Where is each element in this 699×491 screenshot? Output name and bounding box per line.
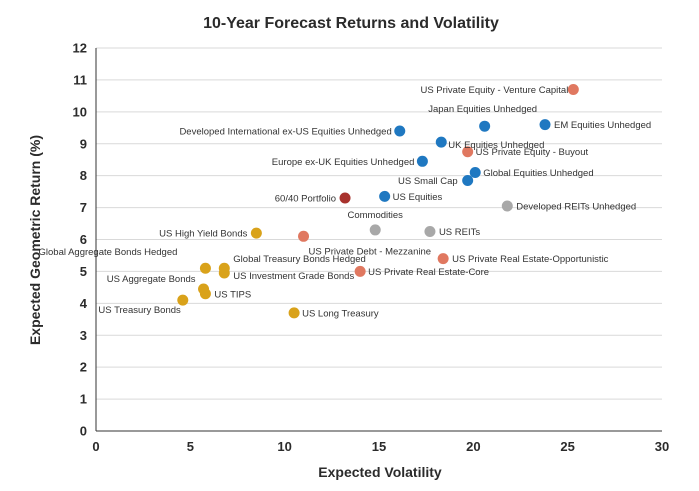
data-point [379,190,391,202]
y-tick-label: 6 [80,232,87,247]
label-layer: US Private Equity - Venture Capital Japan… [39,85,652,319]
point-label: Global Aggregate Bonds Hedged [39,247,178,258]
x-tick-label: 20 [466,439,480,454]
point-label: EM Equities Unhedged [554,120,651,131]
point-layer [177,83,579,319]
x-tick-label: 30 [655,439,669,454]
data-point [177,294,189,306]
data-point [298,230,310,242]
data-point [424,226,436,238]
point-label: US Investment Grade Bonds [233,271,354,282]
data-point [339,192,351,204]
x-tick-label: 10 [277,439,291,454]
point-label: Developed International ex-US Equities U… [179,126,391,137]
point-label: Global Equities Unhedged [483,168,593,179]
point-label: US Equities [393,192,443,203]
data-point [394,125,406,137]
point-label: US Long Treasury [302,308,379,319]
point-label: US Private Debt - Mezzanine [309,246,432,257]
point-label: US Private Equity - Buyout [476,147,589,158]
data-point [479,120,491,132]
point-label: US Private Real Estate-Core [368,267,489,278]
point-label: UK Equities Unhedged [448,140,544,151]
point-label: US TIPS [214,289,251,300]
x-axis-title: Expected Volatility [318,464,442,480]
data-point [539,119,551,131]
y-tick-label: 2 [80,360,87,375]
x-tick-label: 5 [187,439,194,454]
y-tick-label: 7 [80,200,87,215]
data-point [437,253,449,265]
data-point [354,265,366,277]
y-axis-title: Expected Geometric Return (%) [27,135,43,345]
x-tick-label: 15 [372,439,386,454]
y-tick-label: 9 [80,136,87,151]
point-label: US High Yield Bonds [159,229,247,240]
y-tick-label: 8 [80,168,87,183]
data-point [288,307,300,319]
point-label: US Private Real Estate-Opportunistic [452,254,609,265]
data-point [250,227,262,239]
x-tick-label: 25 [560,439,574,454]
y-tick-label: 12 [73,41,87,56]
y-tick-label: 1 [80,392,87,407]
y-tick-label: 5 [80,264,87,279]
data-point [567,83,579,95]
point-label: US REITs [439,227,480,238]
point-label: Developed REITs Unhedged [516,201,636,212]
point-label: 60/40 Portfolio [275,194,336,205]
data-point [501,200,513,212]
grid-layer [96,47,662,400]
data-point [462,174,474,186]
data-point [469,166,481,178]
point-label: Japan Equities Unhedged [428,104,537,115]
point-label: US Small Cap [398,176,458,187]
point-label: Europe ex-UK Equities Unhedged [272,157,415,168]
x-tick-label: 0 [92,439,99,454]
data-point [199,288,211,300]
chart-title: 10-Year Forecast Returns and Volatility [203,15,499,32]
y-tick-label: 3 [80,328,87,343]
point-label: Global Treasury Bonds Hedged [233,254,366,265]
data-point [435,136,447,148]
data-point [369,224,381,236]
data-point [218,267,230,279]
data-point [462,146,474,158]
y-tick-label: 11 [73,72,87,87]
data-point [199,262,211,274]
y-tick-label: 4 [80,296,88,311]
data-point [416,155,428,167]
point-label: Commodities [348,210,404,221]
point-label: US Private Equity - Venture Capital [420,85,568,96]
y-tick-label: 10 [73,104,87,119]
y-tick-label: 0 [80,424,87,439]
point-label: US Aggregate Bonds [107,274,196,285]
point-label: US Treasury Bonds [98,305,181,316]
